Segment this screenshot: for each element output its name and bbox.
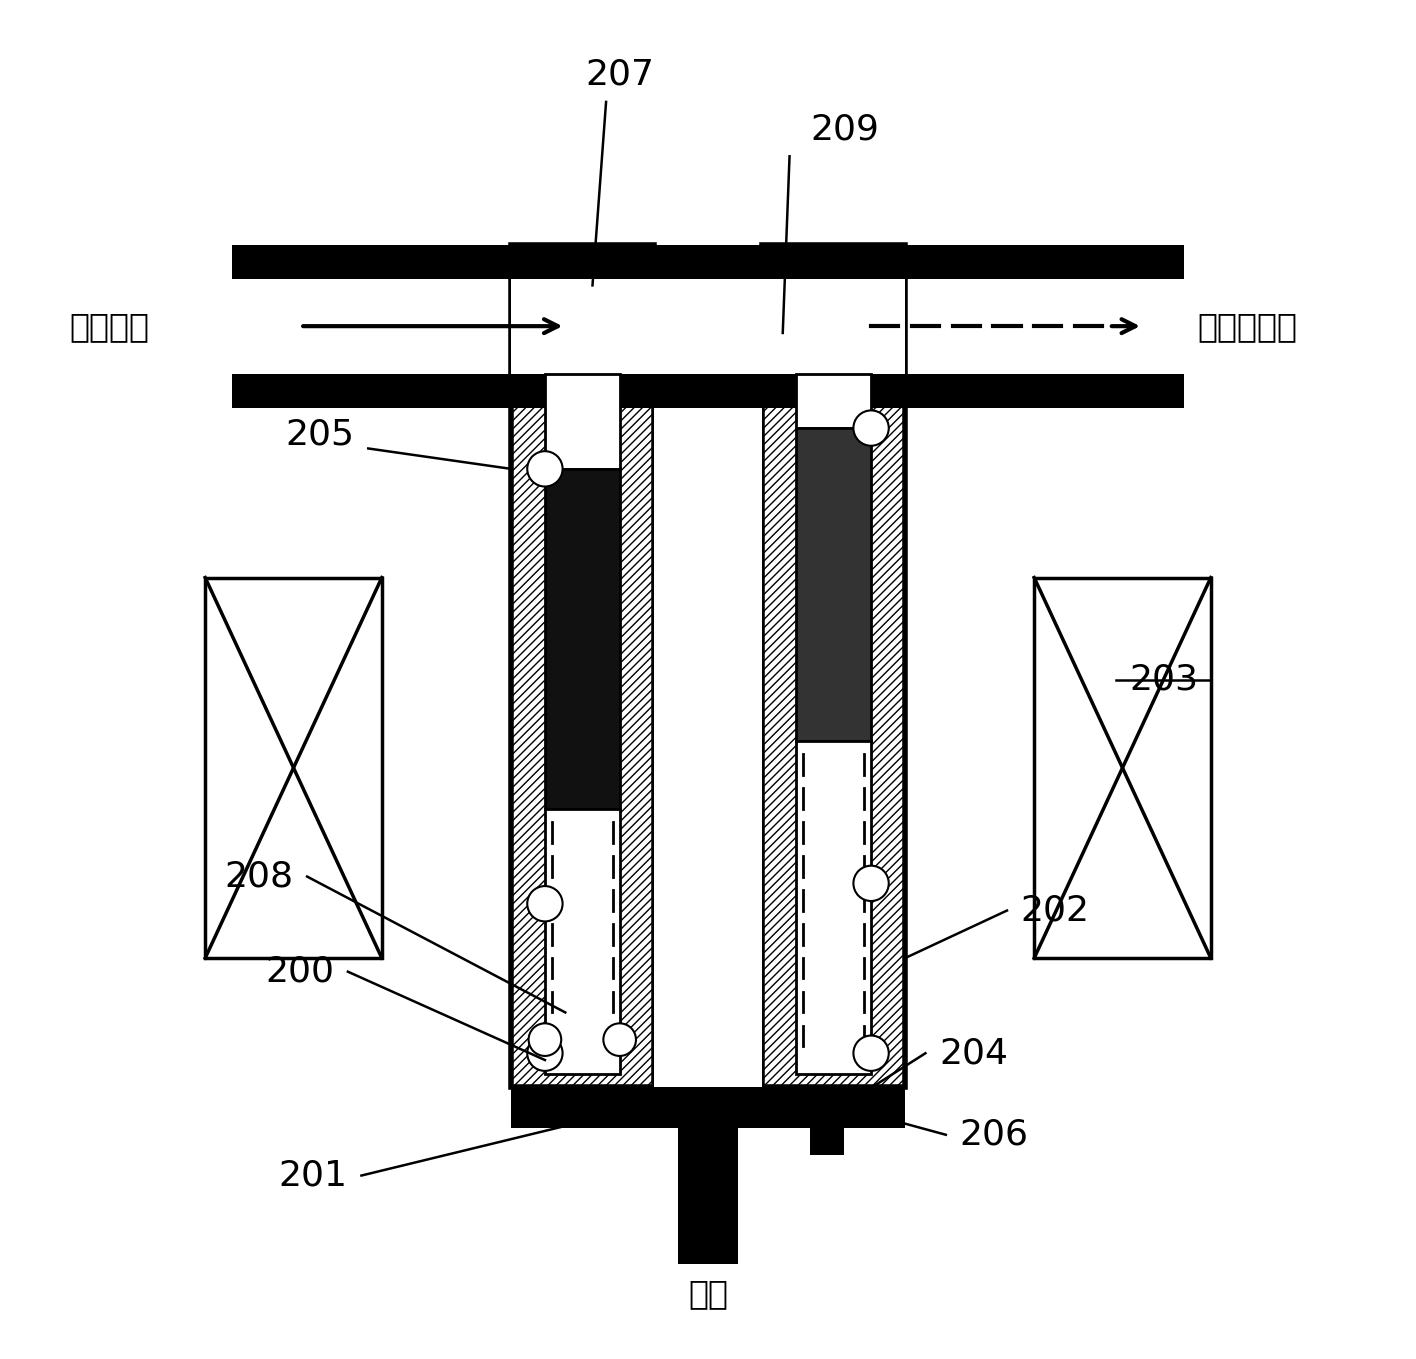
Text: 204: 204 <box>939 1036 1008 1071</box>
Bar <box>762 245 905 408</box>
Circle shape <box>603 1023 636 1056</box>
Bar <box>511 245 654 408</box>
Bar <box>762 245 905 1087</box>
Circle shape <box>854 410 889 446</box>
Circle shape <box>527 1036 562 1071</box>
Bar <box>205 578 382 958</box>
Bar <box>1034 578 1211 958</box>
Bar <box>796 741 871 1074</box>
Text: 207: 207 <box>585 57 654 92</box>
Text: 200: 200 <box>265 954 334 989</box>
Text: 液气混合物: 液气混合物 <box>1198 310 1297 342</box>
Bar <box>545 374 620 469</box>
Bar <box>810 1108 844 1155</box>
Bar <box>654 245 762 1087</box>
Text: 205: 205 <box>286 417 354 453</box>
Bar <box>545 809 620 1074</box>
Text: 202: 202 <box>1021 893 1089 928</box>
Bar <box>674 1108 742 1128</box>
Bar <box>796 374 871 428</box>
Circle shape <box>527 451 562 487</box>
Bar <box>678 1128 738 1264</box>
Bar <box>232 374 1184 408</box>
Circle shape <box>528 1023 561 1056</box>
Circle shape <box>854 1036 889 1071</box>
Bar <box>232 245 1184 279</box>
Bar <box>796 428 871 741</box>
Bar <box>232 374 1184 408</box>
Text: 209: 209 <box>810 111 879 147</box>
Bar <box>511 1087 905 1128</box>
Text: 201: 201 <box>279 1158 348 1193</box>
Text: 206: 206 <box>960 1117 1028 1152</box>
Bar <box>545 469 620 809</box>
Bar <box>511 245 654 1087</box>
Text: 203: 203 <box>1130 662 1198 697</box>
Circle shape <box>854 866 889 901</box>
Circle shape <box>527 886 562 921</box>
Bar <box>232 245 1184 279</box>
Text: 208: 208 <box>224 859 293 894</box>
Text: 液体: 液体 <box>688 1277 728 1310</box>
Text: 压缩空气: 压缩空气 <box>69 310 149 342</box>
